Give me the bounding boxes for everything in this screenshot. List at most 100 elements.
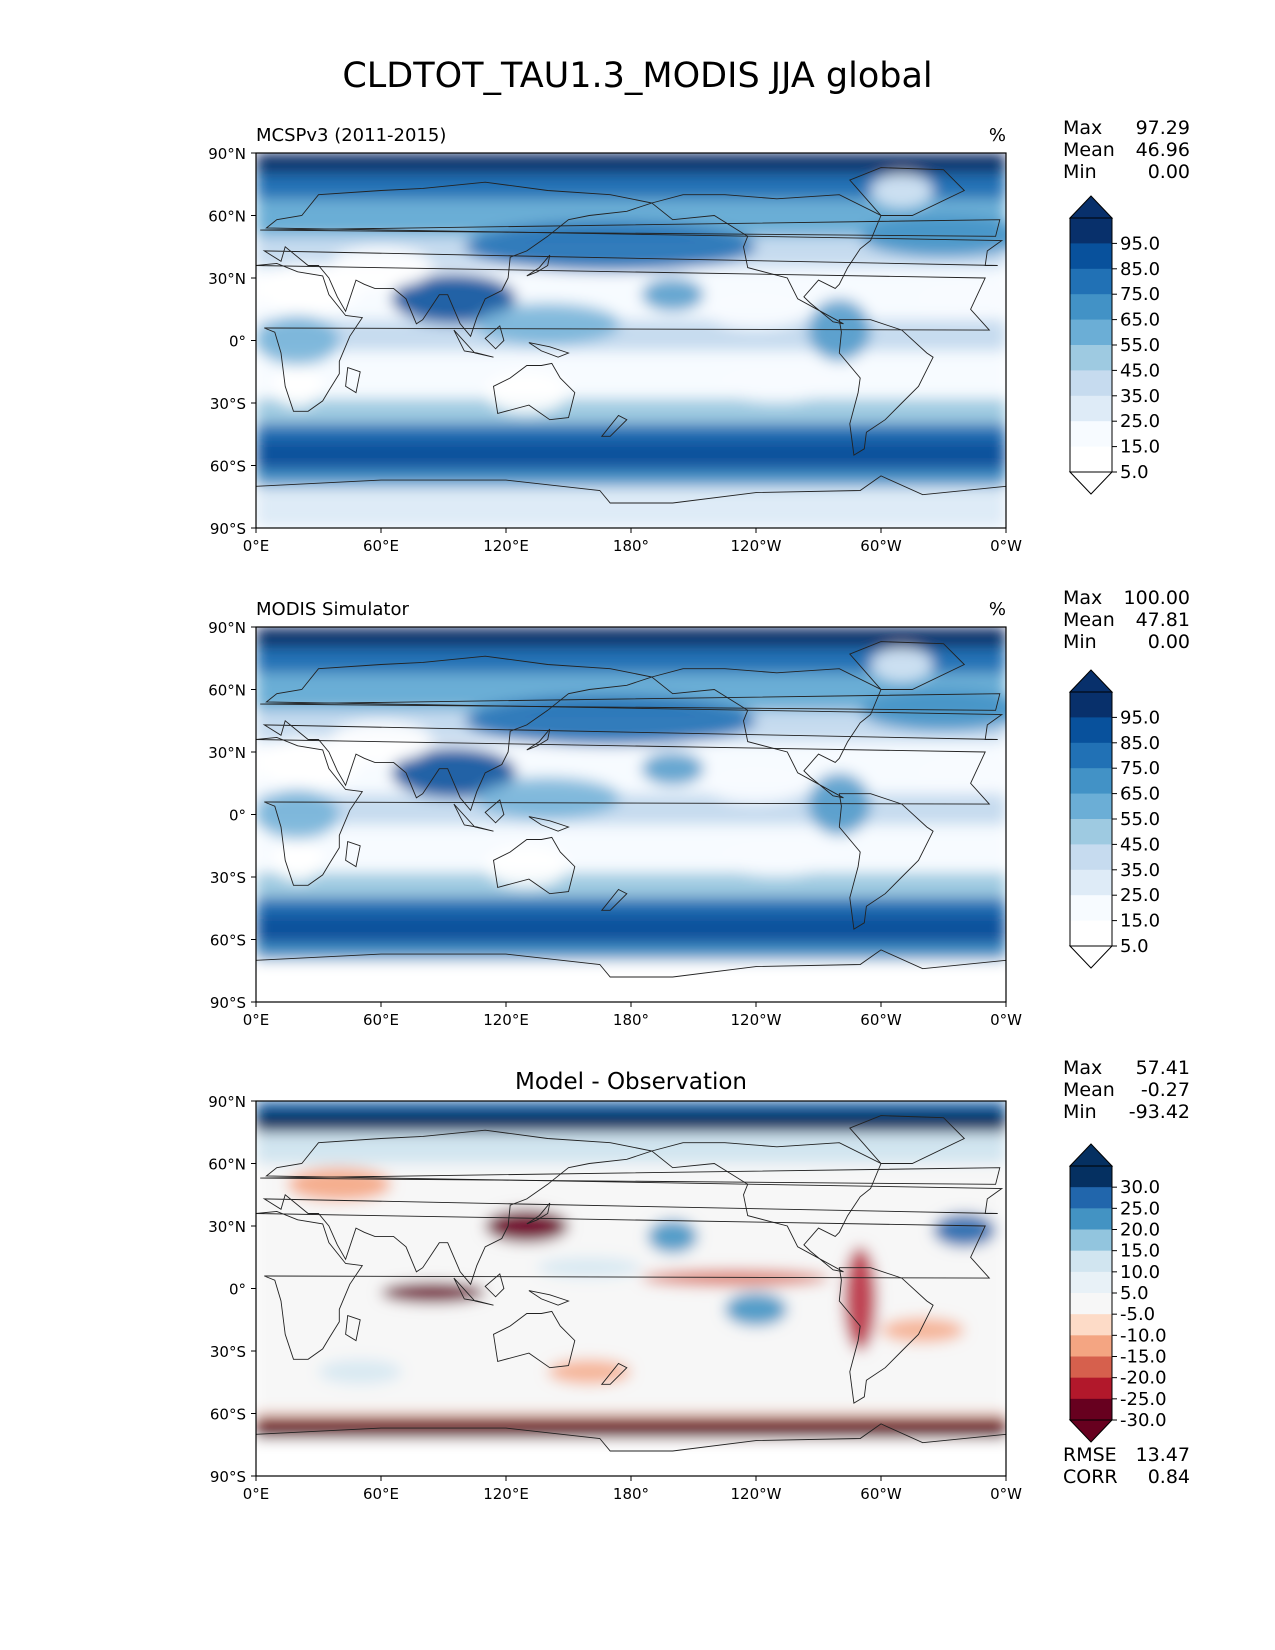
stat-min-label: Min bbox=[1063, 631, 1097, 653]
lon-tick-label: 120°E bbox=[483, 537, 529, 555]
colorbar-segment bbox=[1070, 793, 1112, 820]
coastline bbox=[260, 219, 1001, 237]
coastline bbox=[262, 1129, 1004, 1286]
field-blob bbox=[647, 1219, 698, 1254]
colorbar-segment bbox=[1070, 1314, 1112, 1336]
field-blob bbox=[703, 288, 809, 331]
colorbar-tick-label: 5.0 bbox=[1120, 1283, 1149, 1304]
lat-tick-label: 60°S bbox=[210, 458, 246, 476]
colorbar: 95.0 85.0 75.0 65.0 55.0 45.0 35.0 25.0 15.0 5.0 bbox=[1068, 195, 1160, 495]
field-blob bbox=[272, 365, 323, 408]
colorbar-tick-label: 65.0 bbox=[1120, 784, 1160, 805]
lat-tick-label: 0° bbox=[229, 807, 246, 825]
colorbar-tick-label: -25.0 bbox=[1120, 1389, 1167, 1410]
field-blob bbox=[485, 371, 569, 414]
colorbar-extend-bottom bbox=[1068, 471, 1114, 495]
colorbar-tick-label: 25.0 bbox=[1120, 885, 1160, 906]
lat-tick-label: 60°S bbox=[210, 1406, 246, 1424]
stat-min-label: Min bbox=[1063, 161, 1097, 183]
field-contours bbox=[256, 153, 1006, 528]
lon-tick-label: 60°W bbox=[860, 1485, 902, 1503]
field-band bbox=[256, 1413, 1006, 1418]
field-blob bbox=[641, 752, 704, 786]
field-blob bbox=[703, 762, 809, 805]
field-blob bbox=[474, 303, 621, 345]
colorbar-tick-label: 95.0 bbox=[1120, 233, 1160, 254]
field-blob bbox=[464, 695, 756, 746]
field-band bbox=[256, 1111, 1006, 1133]
stat-max-value: 100.00 bbox=[1123, 587, 1190, 609]
lat-tick-label: 30°S bbox=[210, 395, 246, 413]
field-band bbox=[256, 943, 1006, 961]
colorbar-extend-top bbox=[1068, 195, 1114, 219]
panel-title: Model - Observation bbox=[515, 1069, 747, 1095]
colorbar-extend-top bbox=[1068, 669, 1114, 693]
colorbar-tick-label: 15.0 bbox=[1120, 1241, 1160, 1262]
rmse-value: 13.47 bbox=[1135, 1444, 1190, 1466]
stat-min-value: 0.00 bbox=[1147, 631, 1190, 653]
coastlines bbox=[256, 641, 1006, 1002]
lat-tick-label: 90°N bbox=[208, 1093, 246, 1111]
lat-tick-label: 0° bbox=[229, 1281, 246, 1299]
field-blob bbox=[870, 647, 934, 682]
colorbar-tick-label: 85.0 bbox=[1120, 259, 1160, 280]
units-label: % bbox=[989, 599, 1006, 620]
map-panel-1: 90°N 60°N 30°N 0° 30°S 60°S 90°S0°E 60°E 120°E 18… bbox=[208, 599, 1022, 1029]
lon-tick-label: 120°W bbox=[731, 537, 782, 555]
lat-tick-label: 30°N bbox=[208, 744, 246, 762]
coastline bbox=[256, 736, 991, 886]
colorbar-segment bbox=[1070, 218, 1112, 244]
stat-max-label: Max bbox=[1063, 587, 1103, 609]
colorbar-tick-label: 10.0 bbox=[1120, 1262, 1160, 1283]
lon-tick-label: 180° bbox=[613, 537, 649, 555]
field-band bbox=[256, 872, 1006, 898]
coastline bbox=[256, 1210, 991, 1360]
colorbar-tick-label: 55.0 bbox=[1120, 335, 1160, 356]
coastline bbox=[256, 262, 991, 412]
colorbar-tick-label: 85.0 bbox=[1120, 733, 1160, 754]
stats-block-test: Max 100.00 Mean 47.81 Min 0.00 bbox=[1063, 587, 1190, 655]
colorbar-segment bbox=[1070, 742, 1112, 769]
colorbar-segment bbox=[1070, 844, 1112, 871]
lat-tick-label: 90°S bbox=[210, 994, 246, 1012]
field-band bbox=[256, 1132, 1006, 1164]
colorbar-segment bbox=[1070, 268, 1112, 295]
colorbar-segment bbox=[1070, 395, 1112, 422]
colorbar-segment bbox=[1070, 717, 1112, 744]
lat-tick-label: 90°N bbox=[208, 145, 246, 163]
colorbar-tick-label: 95.0 bbox=[1120, 707, 1160, 728]
field-band bbox=[256, 153, 1006, 174]
field-layer bbox=[256, 1101, 1006, 1476]
lon-tick-label: 180° bbox=[613, 1485, 649, 1503]
metrics-block-diff: RMSE 13.47 CORR 0.84 bbox=[1063, 1444, 1190, 1490]
colorbar-segment bbox=[1070, 345, 1112, 371]
coastline bbox=[262, 655, 1004, 812]
colorbar-tick-label: 25.0 bbox=[1120, 411, 1160, 432]
colorbar-segment bbox=[1070, 819, 1112, 845]
coastlines bbox=[256, 1115, 1006, 1476]
coastlines bbox=[256, 167, 1006, 528]
field-blob bbox=[287, 1167, 392, 1202]
colorbar-tick-label: 75.0 bbox=[1120, 284, 1160, 305]
field-blob bbox=[641, 1269, 829, 1287]
coastline bbox=[493, 362, 576, 421]
field-band bbox=[256, 398, 1006, 424]
field-blob bbox=[485, 1209, 569, 1243]
lat-tick-label: 60°N bbox=[208, 208, 246, 226]
coastline bbox=[345, 840, 361, 868]
colorbar-tick-label: 5.0 bbox=[1120, 462, 1149, 483]
lat-tick-label: 60°S bbox=[210, 932, 246, 950]
stats-block-reference: Max 97.29 Mean 46.96 Min 0.00 bbox=[1063, 117, 1190, 185]
colorbar-extend-top bbox=[1068, 1143, 1114, 1167]
field-blob bbox=[881, 1317, 965, 1343]
colorbar-segment bbox=[1070, 869, 1112, 896]
coastline bbox=[493, 836, 576, 895]
lat-tick-label: 90°S bbox=[210, 1468, 246, 1486]
corr-value: 0.84 bbox=[1147, 1466, 1190, 1488]
colorbar-tick-label: 15.0 bbox=[1120, 437, 1160, 458]
colorbar-segment bbox=[1070, 446, 1112, 473]
coastline bbox=[650, 668, 882, 799]
field-blob bbox=[843, 1246, 877, 1351]
coastline bbox=[528, 816, 570, 832]
